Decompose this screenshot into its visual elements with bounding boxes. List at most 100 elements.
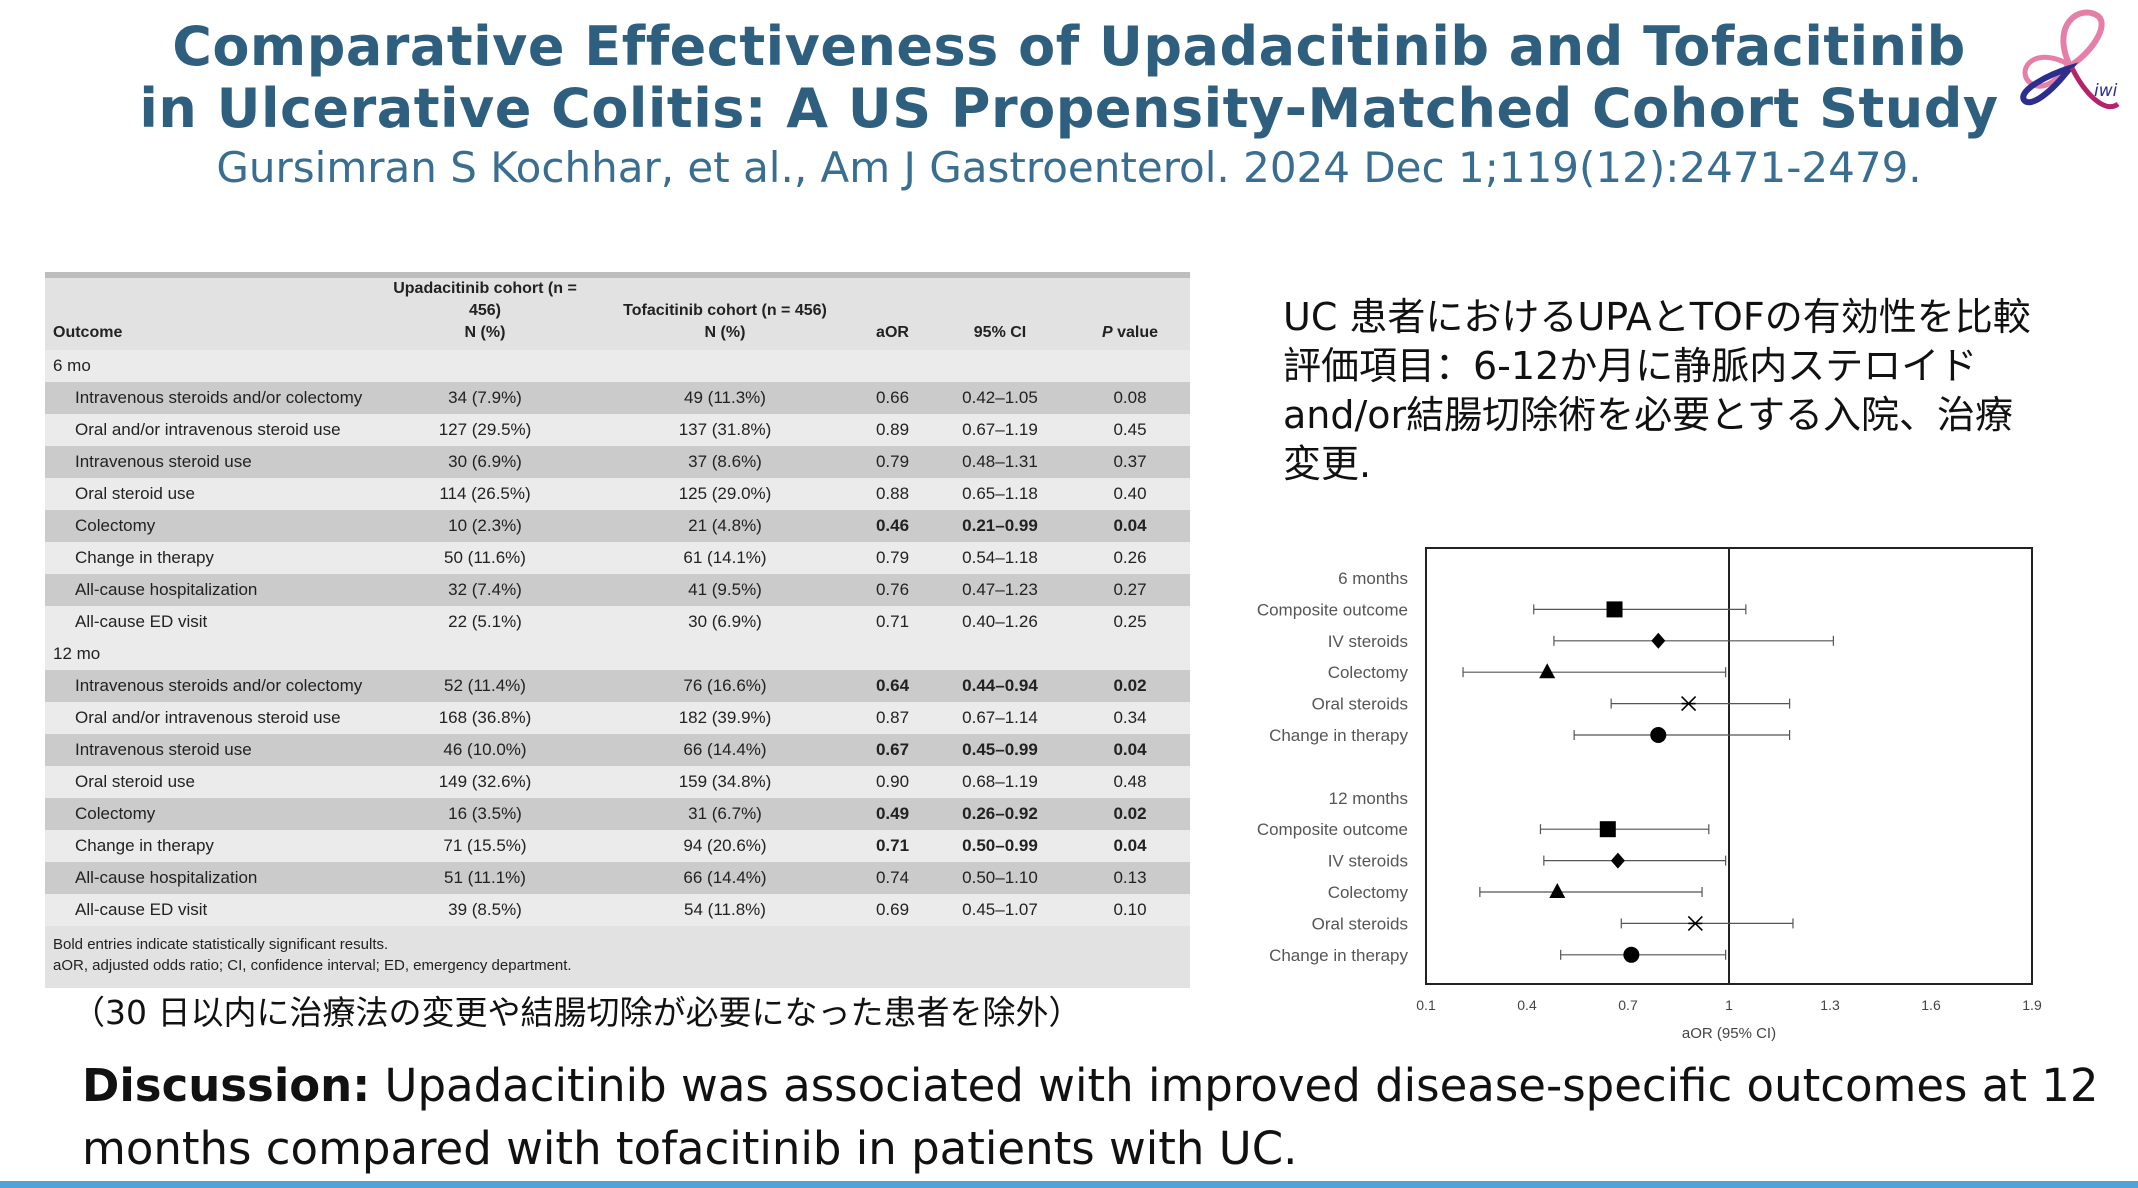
bottom-accent-bar <box>0 1181 2138 1188</box>
cell-outcome: Intravenous steroid use <box>45 446 375 478</box>
table-row: Oral and/or intravenous steroid use 127 (… <box>45 414 1190 446</box>
cell-aor: 0.66 <box>855 382 930 414</box>
logo-text: iwi <box>2094 81 2118 101</box>
table-row: Change in therapy 71 (15.5%) 94 (20.6%) 0.7… <box>45 830 1190 862</box>
cell-upa: 34 (7.9%) <box>375 382 595 414</box>
table-row: All-cause ED visit 22 (5.1%) 30 (6.9%) 0.71… <box>45 606 1190 638</box>
table-row: Intravenous steroids and/or colectomy 52 … <box>45 670 1190 702</box>
cell-ci: 0.45–1.07 <box>930 894 1070 926</box>
cell-p: 0.04 <box>1070 830 1190 862</box>
discussion: Discussion: Upadacitinib was associated … <box>82 1054 2112 1180</box>
cell-aor: 0.87 <box>855 702 930 734</box>
cell-upa: 39 (8.5%) <box>375 894 595 926</box>
cell-outcome: Change in therapy <box>45 830 375 862</box>
cell-aor: 0.71 <box>855 830 930 862</box>
summary-line: and/or結腸切除術を必要とする入院、治療 <box>1283 393 2014 437</box>
header-tofacitinib: Tofacitinib cohort (n = 456) N (%) <box>595 278 855 350</box>
x-tick-label: 0.1 <box>1416 997 1436 1013</box>
cell-aor: 0.46 <box>855 510 930 542</box>
section-label: 6 mo <box>45 350 1190 382</box>
x-tick-label: 1.9 <box>2022 997 2042 1013</box>
cell-outcome: Intravenous steroids and/or colectomy <box>45 670 375 702</box>
point-triangle <box>1539 663 1556 679</box>
table-row: All-cause hospitalization 51 (11.1%) 66 (1… <box>45 862 1190 894</box>
table-row: Colectomy 10 (2.3%) 21 (4.8%) 0.46 0.21–0.99… <box>45 510 1190 542</box>
cell-p: 0.10 <box>1070 894 1190 926</box>
cell-ci: 0.68–1.19 <box>930 766 1070 798</box>
cell-upa: 127 (29.5%) <box>375 414 595 446</box>
table-row: Colectomy 16 (3.5%) 31 (6.7%) 0.49 0.26–0.92… <box>45 798 1190 830</box>
cell-ci: 0.42–1.05 <box>930 382 1070 414</box>
cell-ci: 0.26–0.92 <box>930 798 1070 830</box>
x-tick-label: 1.3 <box>1820 997 1840 1013</box>
slide-header: Comparative Effectiveness of Upadacitini… <box>0 16 2138 194</box>
cell-aor: 0.67 <box>855 734 930 766</box>
table-row: Intravenous steroid use 30 (6.9%) 37 (8.6%… <box>45 446 1190 478</box>
cell-aor: 0.88 <box>855 478 930 510</box>
x-tick-label: 0.4 <box>1517 997 1537 1013</box>
table-row: Change in therapy 50 (11.6%) 61 (14.1%) 0.7… <box>45 542 1190 574</box>
cell-p: 0.25 <box>1070 606 1190 638</box>
discussion-text: Upadacitinib was associated with improve… <box>82 1059 2099 1175</box>
row-label: Oral steroids <box>1312 914 1408 933</box>
cell-outcome: All-cause ED visit <box>45 894 375 926</box>
footnote: Bold entries indicate statistically sign… <box>53 936 389 953</box>
table-row: Intravenous steroids and/or colectomy 34 … <box>45 382 1190 414</box>
header-outcome: Outcome <box>45 278 375 350</box>
header-ci: 95% CI <box>930 278 1070 350</box>
japanese-summary: UC 患者におけるUPAとTOFの有効性を比較 評価項目：6-12か月に静脈内ス… <box>1283 293 2123 489</box>
cell-upa: 149 (32.6%) <box>375 766 595 798</box>
point-diamond <box>1610 852 1625 869</box>
cell-tof: 41 (9.5%) <box>595 574 855 606</box>
table-row: All-cause hospitalization 32 (7.4%) 41 (9.… <box>45 574 1190 606</box>
cell-aor: 0.79 <box>855 446 930 478</box>
row-label: Change in therapy <box>1269 726 1408 745</box>
point-triangle <box>1549 883 1566 898</box>
row-label: IV steroids <box>1328 632 1408 651</box>
row-label: Composite outcome <box>1257 820 1408 839</box>
x-tick-label: 1 <box>1725 997 1733 1013</box>
cell-outcome: Intravenous steroid use <box>45 734 375 766</box>
cell-tof: 37 (8.6%) <box>595 446 855 478</box>
cell-ci: 0.44–0.94 <box>930 670 1070 702</box>
table-row: Intravenous steroid use 46 (10.0%) 66 (14.… <box>45 734 1190 766</box>
cell-aor: 0.90 <box>855 766 930 798</box>
exclusion-note: （30 日以内に治療法の変更や結腸切除が必要になった患者を除外） <box>72 993 1082 1032</box>
row-label: Oral steroids <box>1312 695 1408 714</box>
cell-upa: 22 (5.1%) <box>375 606 595 638</box>
x-tick-label: 1.6 <box>1921 997 1941 1013</box>
cell-tof: 54 (11.8%) <box>595 894 855 926</box>
cell-p: 0.40 <box>1070 478 1190 510</box>
cell-outcome: Oral and/or intravenous steroid use <box>45 702 375 734</box>
cell-upa: 32 (7.4%) <box>375 574 595 606</box>
point-diamond <box>1651 632 1666 649</box>
cell-aor: 0.89 <box>855 414 930 446</box>
section-label: 12 mo <box>45 638 1190 670</box>
row-label: Change in therapy <box>1269 946 1408 965</box>
cell-p: 0.37 <box>1070 446 1190 478</box>
cell-outcome: All-cause hospitalization <box>45 862 375 894</box>
table-body: 6 mo Intravenous steroids and/or colectom… <box>45 350 1190 926</box>
header-upadacitinib: Upadacitinib cohort (n = 456) N (%) <box>375 278 595 350</box>
cell-ci: 0.50–1.10 <box>930 862 1070 894</box>
cell-aor: 0.64 <box>855 670 930 702</box>
table-row: Oral steroid use 114 (26.5%) 125 (29.0%) 0.… <box>45 478 1190 510</box>
cell-tof: 61 (14.1%) <box>595 542 855 574</box>
cell-p: 0.27 <box>1070 574 1190 606</box>
cell-tof: 66 (14.4%) <box>595 734 855 766</box>
cell-aor: 0.49 <box>855 798 930 830</box>
table-row: Oral steroid use 149 (32.6%) 159 (34.8%) 0.… <box>45 766 1190 798</box>
cell-p: 0.04 <box>1070 734 1190 766</box>
cell-upa: 30 (6.9%) <box>375 446 595 478</box>
cell-ci: 0.67–1.14 <box>930 702 1070 734</box>
cell-p: 0.02 <box>1070 670 1190 702</box>
header-aor: aOR <box>855 278 930 350</box>
cell-p: 0.04 <box>1070 510 1190 542</box>
cell-ci: 0.48–1.31 <box>930 446 1070 478</box>
cell-ci: 0.65–1.18 <box>930 478 1070 510</box>
point-circle <box>1650 727 1667 743</box>
table-row: All-cause ED visit 39 (8.5%) 54 (11.8%) 0.6… <box>45 894 1190 926</box>
table-row: Oral and/or intravenous steroid use 168 (… <box>45 702 1190 734</box>
group-label: 6 months <box>1338 569 1408 588</box>
cell-ci: 0.54–1.18 <box>930 542 1070 574</box>
